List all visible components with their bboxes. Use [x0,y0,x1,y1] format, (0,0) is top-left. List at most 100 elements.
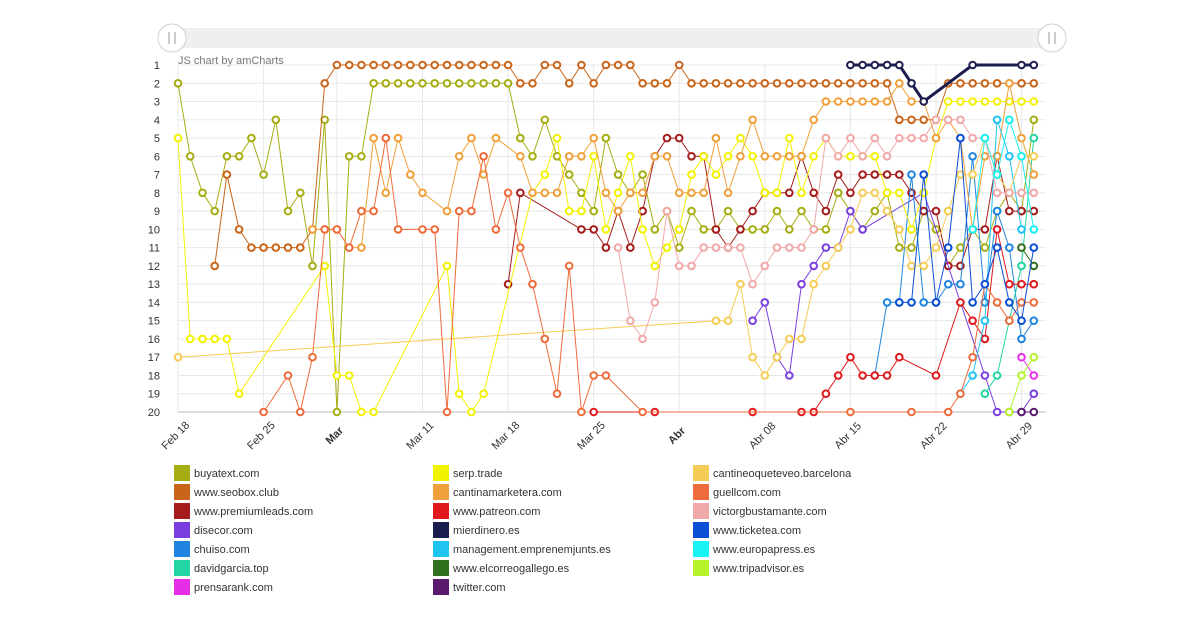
data-point[interactable] [1005,152,1014,161]
data-point[interactable] [858,152,867,161]
data-point[interactable] [760,261,770,271]
data-point[interactable] [797,206,806,216]
legend-item[interactable]: davidgarcia.top [174,560,269,576]
scrollbar-grip-right[interactable] [1037,23,1067,53]
data-point[interactable] [748,279,757,289]
data-point[interactable] [674,225,684,234]
legend-item[interactable]: www.premiumleads.com [174,503,313,519]
data-point[interactable] [919,206,929,216]
scrollbar-grip-left[interactable] [157,23,187,53]
data-point[interactable] [809,279,819,289]
data-point[interactable] [308,261,317,271]
data-point[interactable] [393,60,403,70]
data-point[interactable] [491,79,501,88]
data-point[interactable] [271,243,281,252]
data-point[interactable] [1017,261,1026,271]
data-point[interactable] [1029,371,1039,380]
data-point[interactable] [283,243,293,252]
data-point[interactable] [992,407,1002,417]
data-point[interactable] [1017,188,1026,198]
data-point[interactable] [809,261,819,271]
data-point[interactable] [821,389,831,399]
data-point[interactable] [736,152,745,161]
data-point[interactable] [772,188,782,198]
data-point[interactable] [931,243,941,252]
data-point[interactable] [943,407,953,417]
data-point[interactable] [454,79,464,88]
data-point[interactable] [748,352,757,362]
data-point[interactable] [1005,115,1014,125]
data-point[interactable] [296,188,305,198]
data-point[interactable] [723,243,733,252]
data-point[interactable] [809,79,819,88]
data-point[interactable] [821,243,831,252]
data-point[interactable] [357,152,366,161]
data-point[interactable] [1017,407,1026,417]
data-point[interactable] [931,115,941,125]
data-point[interactable] [234,152,244,161]
data-point[interactable] [479,79,488,88]
data-point[interactable] [895,60,904,70]
legend-label[interactable]: www.seobox.club [193,487,279,499]
data-point[interactable] [785,371,794,380]
data-point[interactable] [711,243,721,252]
data-point[interactable] [980,79,990,88]
data-point[interactable] [980,279,990,289]
data-point[interactable] [589,407,599,417]
data-point[interactable] [650,261,660,271]
data-point[interactable] [907,115,916,125]
data-point[interactable] [956,133,965,143]
legend-item[interactable]: twitter.com [433,579,506,595]
data-point[interactable] [491,60,501,70]
data-point[interactable] [467,407,476,417]
data-point[interactable] [956,97,965,106]
data-point[interactable] [968,371,977,380]
legend-item[interactable]: www.tripadvisor.es [693,560,805,576]
data-point[interactable] [772,243,782,252]
data-point[interactable] [992,97,1002,106]
data-point[interactable] [711,79,721,88]
data-point[interactable] [760,225,770,234]
data-point[interactable] [699,225,709,234]
legend-label[interactable]: mierdinero.es [453,525,520,537]
data-point[interactable] [320,79,330,88]
data-point[interactable] [919,97,929,106]
data-point[interactable] [699,152,709,161]
data-point[interactable] [956,298,965,307]
data-point[interactable] [919,298,929,307]
data-point[interactable] [1029,188,1039,198]
data-point[interactable] [479,152,488,161]
data-point[interactable] [992,206,1002,216]
data-point[interactable] [821,225,831,234]
data-point[interactable] [1017,60,1026,70]
data-point[interactable] [980,225,990,234]
legend-item[interactable]: www.ticketea.com [693,522,801,538]
data-point[interactable] [907,225,916,234]
data-point[interactable] [589,206,599,216]
legend-item[interactable]: mierdinero.es [433,522,520,538]
data-point[interactable] [895,115,904,125]
data-point[interactable] [956,115,965,125]
data-point[interactable] [956,243,965,252]
data-point[interactable] [748,115,757,125]
data-point[interactable] [173,79,183,88]
data-point[interactable] [1029,407,1039,417]
data-point[interactable] [907,170,916,179]
data-point[interactable] [589,152,599,161]
data-point[interactable] [406,79,415,88]
data-point[interactable] [308,225,317,234]
data-point[interactable] [528,279,537,289]
data-point[interactable] [516,79,525,88]
legend-swatch[interactable] [174,522,190,538]
data-point[interactable] [723,316,733,326]
data-point[interactable] [711,316,721,326]
data-point[interactable] [185,334,195,344]
data-point[interactable] [589,371,599,380]
data-point[interactable] [968,60,977,70]
legend-label[interactable]: prensarank.com [194,582,273,594]
data-point[interactable] [846,352,855,362]
data-point[interactable] [992,188,1002,198]
data-point[interactable] [540,170,550,179]
data-point[interactable] [992,79,1002,88]
data-point[interactable] [895,352,904,362]
